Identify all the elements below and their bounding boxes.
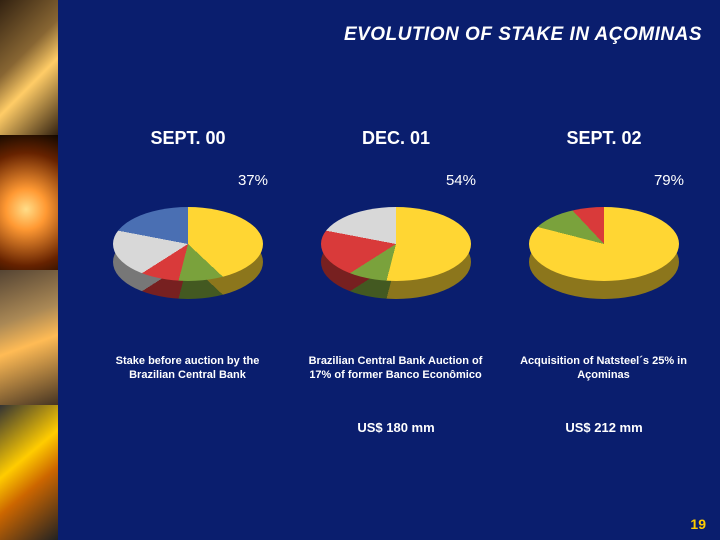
caption-text: Brazilian Central Bank Auction of 17% of… — [303, 355, 488, 383]
caption-text: Stake before auction by the Brazilian Ce… — [95, 355, 280, 383]
sidebar-image — [0, 270, 58, 405]
percent-label: 79% — [504, 172, 684, 189]
amount-text: US$ 180 mm — [296, 420, 496, 435]
pie-chart — [504, 192, 704, 322]
pie-chart — [296, 192, 496, 322]
sidebar-image — [0, 135, 58, 270]
pie-chart — [88, 192, 288, 322]
date-label: SEPT. 02 — [504, 128, 704, 149]
sidebar-image-strip — [0, 0, 58, 540]
page-title: EVOLUTION OF STAKE IN AÇOMINAS — [344, 24, 702, 46]
date-label: SEPT. 00 — [88, 128, 288, 149]
content-area: EVOLUTION OF STAKE IN AÇOMINAS SEPT. 00 … — [58, 0, 720, 540]
caption-text: Acquisition of Natsteel´s 25% in Açomina… — [511, 355, 696, 383]
page-number: 19 — [690, 516, 706, 532]
percent-label: 54% — [296, 172, 476, 189]
percent-label: 37% — [88, 172, 268, 189]
amount-text: US$ 212 mm — [504, 420, 704, 435]
sidebar-image — [0, 405, 58, 540]
sidebar-image — [0, 0, 58, 135]
date-label: DEC. 01 — [296, 128, 496, 149]
